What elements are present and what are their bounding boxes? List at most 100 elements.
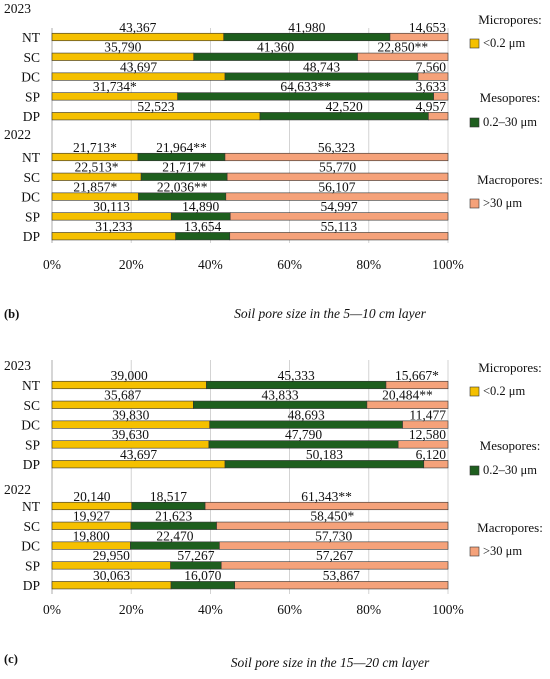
legend: Micropores: <0.2 μm Mesopores: 0.2–30 μm Mac… (469, 12, 543, 210)
legend-swatch-micropores (469, 386, 480, 397)
treatment-label: SP (25, 558, 40, 573)
data-label-mesopores: 48,743 (303, 59, 340, 74)
data-label-mesopores: 57,267 (177, 548, 214, 563)
data-label-macropores: 7,560 (416, 59, 447, 74)
data-label-micropores: 43,367 (119, 20, 156, 35)
data-label-mesopores: 45,333 (278, 368, 315, 383)
data-label-mesopores: 13,654 (184, 219, 221, 234)
data-label-macropores: 12,580 (409, 427, 446, 442)
data-label-mesopores: 48,693 (288, 407, 325, 422)
data-label-mesopores: 64,633** (280, 79, 331, 94)
data-label-macropores: 14,653 (409, 20, 446, 35)
data-label-mesopores: 16,070 (184, 568, 221, 583)
legend-swatch-micropores (469, 38, 480, 49)
data-label-macropores: 56,323 (318, 140, 355, 155)
legend-swatch-mesopores (469, 465, 480, 476)
data-label-mesopores: 43,833 (262, 388, 299, 403)
x-tick-label: 100% (432, 257, 464, 272)
data-label-micropores: 31,233 (95, 219, 132, 234)
data-label-micropores: 19,927 (73, 509, 110, 524)
data-label-macropores: 4,957 (416, 99, 447, 114)
year-label: 2022 (4, 127, 31, 142)
legend-label-mesopores: 0.2–30 μm (483, 115, 537, 129)
data-label-mesopores: 41,980 (288, 20, 325, 35)
treatment-label: DC (21, 190, 40, 205)
legend-title-mesopores: Mesopores: (480, 90, 541, 105)
treatment-label: NT (22, 30, 41, 45)
data-label-macropores: 57,267 (316, 548, 353, 563)
bar-segment-macropores (234, 581, 449, 590)
treatment-label: NT (22, 150, 41, 165)
x-tick-label: 0% (43, 602, 61, 617)
bar-row-2022-dp: DP 31,233 13,654 55,113 (23, 219, 449, 244)
data-label-micropores: 39,830 (112, 407, 149, 422)
data-label-macropores: 6,120 (416, 447, 447, 462)
bar-row-2022-dc: DC 19,800 22,470 57,730 (21, 528, 449, 554)
x-tick-label: 80% (356, 257, 381, 272)
data-label-mesopores: 21,964** (156, 140, 207, 155)
data-label-micropores: 52,523 (137, 99, 174, 114)
bar-segment-macropores (417, 72, 449, 81)
bar-row-2023-nt: NT 39,000 45,333 15,667* (22, 368, 449, 393)
treatment-label: SC (23, 398, 40, 413)
x-tick-label: 20% (119, 602, 144, 617)
panel-letter: (b) (4, 307, 19, 321)
treatment-label: DP (23, 109, 40, 124)
legend-title-macropores: Macropores: (477, 520, 543, 535)
legend-label-macropores: >30 μm (483, 196, 522, 210)
treatment-label: SC (23, 50, 40, 65)
data-label-micropores: 20,140 (73, 489, 110, 504)
bar-segment-macropores (229, 232, 449, 241)
bar-row-2023-sp: SP 39,630 47,790 12,580 (25, 427, 449, 452)
data-label-macropores: 56,107 (318, 179, 355, 194)
legend-swatch-macropores (469, 198, 480, 209)
treatment-label: DC (21, 70, 40, 85)
bar-row-2023-dp: DP 43,697 50,183 6,120 (23, 447, 449, 472)
legend-title-mesopores: Mesopores: (480, 438, 541, 453)
x-tick-label: 20% (119, 257, 144, 272)
bar-row-2023-dc: DC 39,830 48,693 11,477 (21, 407, 449, 433)
data-label-micropores: 31,734* (93, 79, 137, 94)
legend: Micropores: <0.2 μm Mesopores: 0.2–30 μm Mac… (469, 360, 543, 558)
data-label-macropores: 61,343** (301, 489, 352, 504)
bar-segment-macropores (216, 521, 449, 530)
panel-caption: Soil pore size in the 5—10 cm layer (234, 306, 427, 321)
data-label-mesopores: 22,036** (157, 179, 208, 194)
data-label-micropores: 35,790 (104, 40, 141, 55)
chart-panel-b: 0% 20% 40% 60% 80% 100% 2023 NT 43,367 41,980 14,6… (4, 1, 543, 321)
bar-row-2022-sc: SC 19,927 21,623 58,450* (23, 509, 449, 534)
bar-segment-macropores (357, 52, 449, 61)
data-label-micropores: 30,113 (93, 199, 130, 214)
treatment-label: SC (23, 519, 40, 534)
treatment-label: SP (25, 209, 40, 224)
bar-segment-macropores (385, 380, 449, 390)
x-tick-label: 60% (277, 602, 302, 617)
data-label-micropores: 35,687 (104, 388, 141, 403)
bar-row-2022-dc: DC 21,857* 22,036** 56,107 (21, 179, 449, 205)
bar-segment-macropores (397, 440, 449, 449)
data-label-mesopores: 47,790 (285, 427, 322, 442)
data-label-mesopores: 18,517 (150, 489, 187, 504)
treatment-label: DC (21, 539, 40, 554)
data-label-macropores: 22,850** (377, 40, 428, 55)
data-label-micropores: 21,713* (73, 140, 117, 155)
year-label: 2023 (4, 358, 31, 373)
treatment-label: SP (25, 437, 40, 452)
treatment-label: SP (25, 89, 40, 104)
bar-row-2023-sp: SP 31,734* 64,633** 3,633 (25, 79, 449, 104)
data-label-macropores: 55,770 (319, 160, 356, 175)
x-tick-label: 40% (198, 257, 223, 272)
bar-segment-macropores (428, 112, 449, 121)
bar-segment-macropores (389, 32, 449, 42)
bar-row-2022-sp: SP 29,950 57,267 57,267 (25, 548, 449, 573)
panel-letter: (c) (4, 652, 18, 666)
data-label-mesopores: 21,623 (155, 509, 192, 524)
legend-title-micropores: Micropores: (478, 360, 542, 375)
bar-row-2022-sc: SC 22,513* 21,717* 55,770 (23, 160, 449, 185)
data-label-mesopores: 21,717* (162, 160, 206, 175)
data-label-macropores: 3,633 (416, 79, 447, 94)
data-label-macropores: 55,113 (321, 219, 358, 234)
year-label: 2023 (4, 1, 31, 16)
bar-segment-macropores (229, 212, 449, 221)
